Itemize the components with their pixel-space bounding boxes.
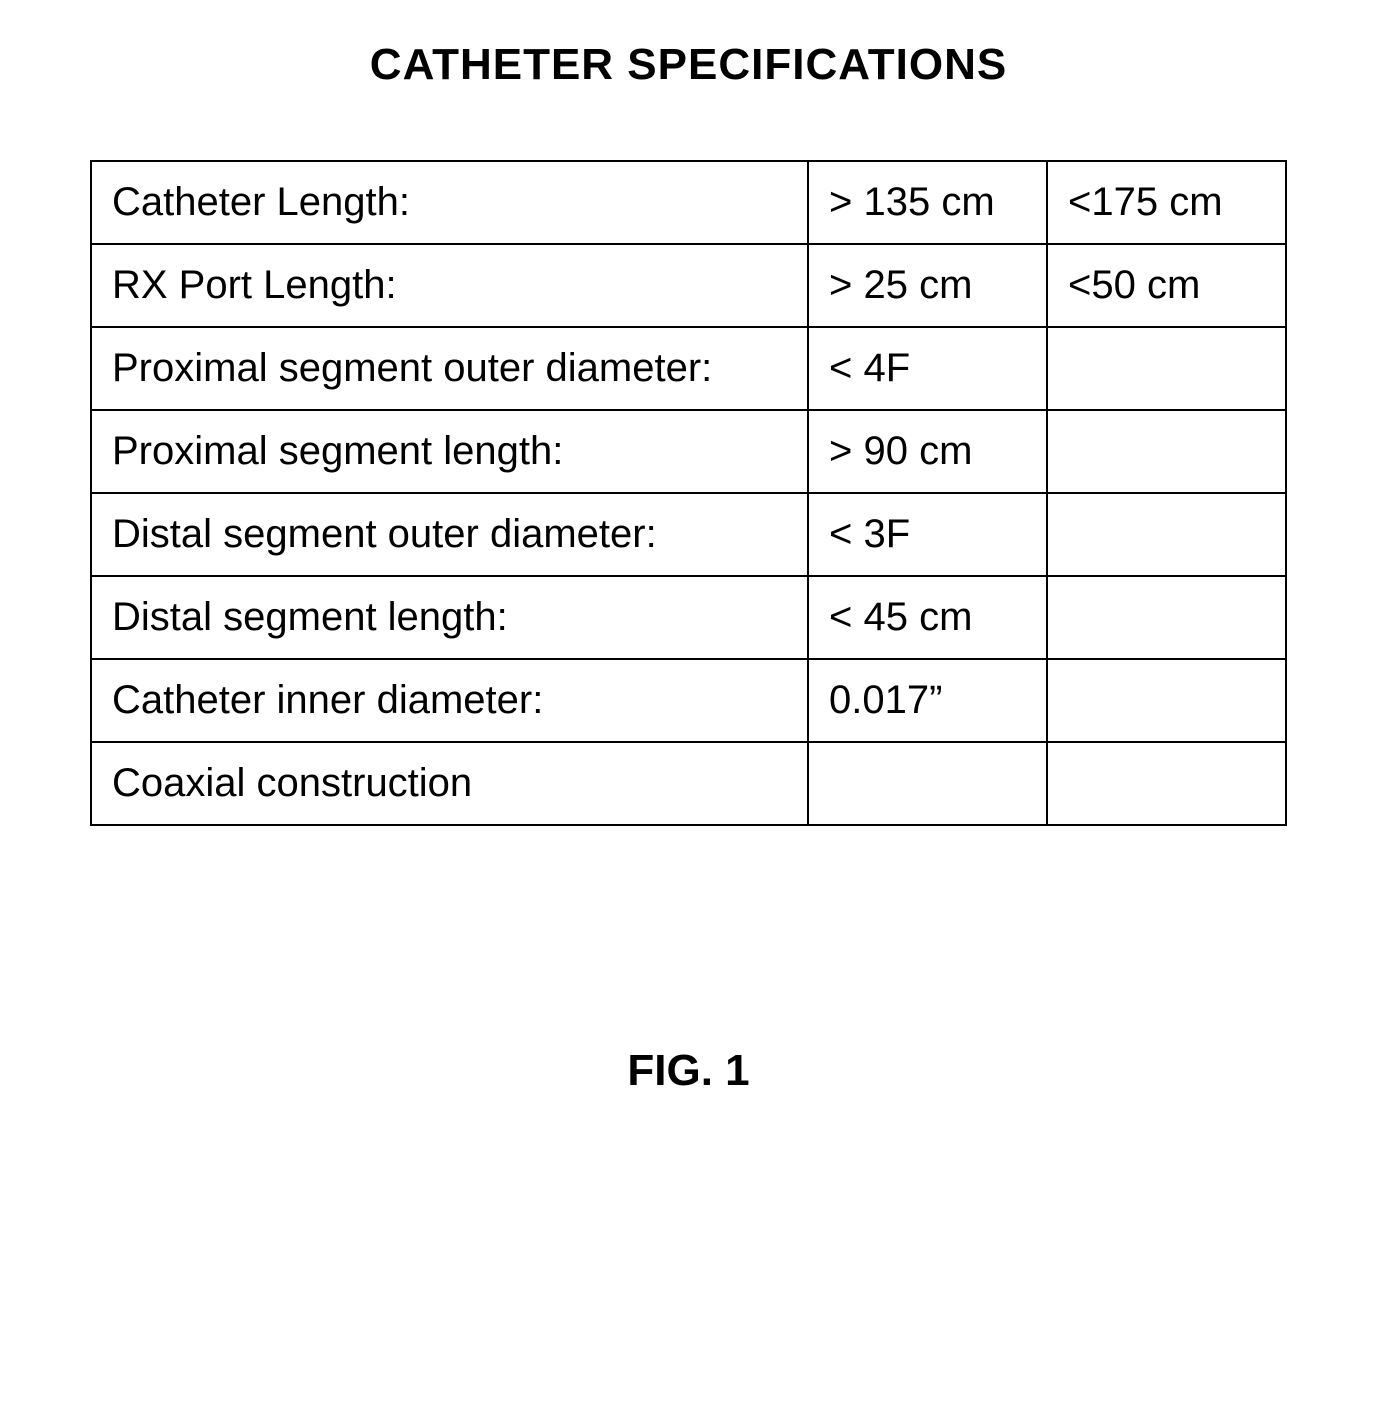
- cell-label: RX Port Length:: [91, 244, 808, 327]
- cell-val2: [1047, 659, 1286, 742]
- cell-val2: [1047, 493, 1286, 576]
- table-row: Catheter inner diameter: 0.017”: [91, 659, 1286, 742]
- cell-val2: [1047, 576, 1286, 659]
- table-row: Coaxial construction: [91, 742, 1286, 825]
- cell-val1: > 25 cm: [808, 244, 1047, 327]
- cell-label: Distal segment outer diameter:: [91, 493, 808, 576]
- cell-val1: [808, 742, 1047, 825]
- figure-caption: FIG. 1: [90, 1046, 1287, 1096]
- cell-label: Catheter Length:: [91, 161, 808, 244]
- cell-val1: < 4F: [808, 327, 1047, 410]
- table-row: Distal segment outer diameter: < 3F: [91, 493, 1286, 576]
- cell-val2: <50 cm: [1047, 244, 1286, 327]
- table-row: Proximal segment outer diameter: < 4F: [91, 327, 1286, 410]
- cell-val1: > 90 cm: [808, 410, 1047, 493]
- table-row: Catheter Length: > 135 cm <175 cm: [91, 161, 1286, 244]
- cell-val2: [1047, 410, 1286, 493]
- cell-val1: 0.017”: [808, 659, 1047, 742]
- cell-val2: [1047, 327, 1286, 410]
- cell-label: Proximal segment length:: [91, 410, 808, 493]
- spec-table: Catheter Length: > 135 cm <175 cm RX Por…: [90, 160, 1287, 826]
- cell-label: Catheter inner diameter:: [91, 659, 808, 742]
- table-row: Proximal segment length: > 90 cm: [91, 410, 1286, 493]
- spec-table-body: Catheter Length: > 135 cm <175 cm RX Por…: [91, 161, 1286, 825]
- cell-val1: < 3F: [808, 493, 1047, 576]
- cell-val1: < 45 cm: [808, 576, 1047, 659]
- cell-label: Coaxial construction: [91, 742, 808, 825]
- cell-val2: [1047, 742, 1286, 825]
- page-title: CATHETER SPECIFICATIONS: [90, 40, 1287, 90]
- table-row: Distal segment length: < 45 cm: [91, 576, 1286, 659]
- cell-val2: <175 cm: [1047, 161, 1286, 244]
- cell-label: Proximal segment outer diameter:: [91, 327, 808, 410]
- cell-val1: > 135 cm: [808, 161, 1047, 244]
- page: CATHETER SPECIFICATIONS Catheter Length:…: [0, 0, 1377, 1156]
- cell-label: Distal segment length:: [91, 576, 808, 659]
- table-row: RX Port Length: > 25 cm <50 cm: [91, 244, 1286, 327]
